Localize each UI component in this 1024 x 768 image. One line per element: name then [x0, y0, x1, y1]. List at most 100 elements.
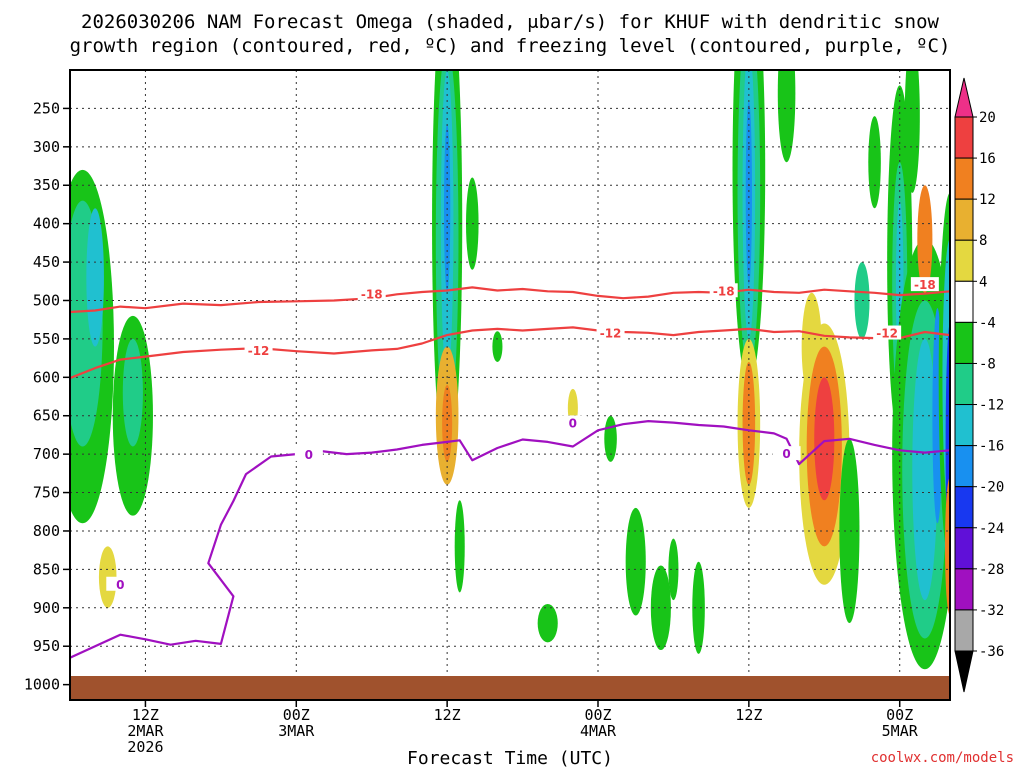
colorbar-label-8: -16 — [979, 439, 1004, 455]
y-tick-label-12: 850 — [33, 560, 60, 578]
contour-line-0 — [70, 286, 950, 314]
colorbar-band-3 — [954, 239, 974, 282]
contour-label-2-0: 0 — [305, 448, 313, 462]
omega-cell-2 — [86, 208, 104, 347]
colorbar-band-7 — [954, 404, 974, 447]
x-tick-label-0-1: 2MAR — [127, 722, 164, 740]
colorbar-label-13: -36 — [979, 644, 1004, 660]
omega-cell-22 — [742, 361, 756, 485]
colorbar-band-10 — [954, 527, 974, 570]
y-tick-label-10: 750 — [33, 484, 60, 502]
y-tick-label-13: 900 — [33, 599, 60, 617]
x-tick-label-0-2: 2026 — [127, 738, 163, 756]
omega-cell-30 — [868, 116, 881, 209]
omega-cell-44 — [944, 477, 950, 616]
omega-cell-36 — [912, 338, 938, 601]
contour-label-1-1: -12 — [600, 327, 622, 341]
colorbar-label-12: -32 — [979, 603, 1004, 619]
contour-label-bg-0-1 — [709, 283, 738, 298]
terrain-ground — [70, 676, 950, 700]
colorbar-label-0: 20 — [979, 110, 996, 126]
omega-cell-27 — [814, 377, 835, 501]
contour-label-bg-1-0 — [244, 343, 273, 358]
omega-cell-13 — [454, 500, 465, 593]
y-tick-label-14: 950 — [33, 637, 60, 655]
contour-label-0-0: -18 — [361, 287, 383, 301]
colorbar-label-6: -8 — [979, 356, 996, 372]
x-tick-label-5-0: 00Z — [886, 706, 913, 724]
x-tick-label-1-1: 3MAR — [278, 722, 315, 740]
x-tick-label-1-0: 00Z — [283, 706, 310, 724]
contour-label-bg-1-2 — [873, 325, 902, 340]
contour-label-bg-1-1 — [596, 325, 625, 340]
colorbar-label-3: 8 — [979, 233, 987, 249]
y-tick-label-9: 700 — [33, 445, 60, 463]
omega-cell-28 — [839, 438, 860, 624]
y-tick-label-5: 500 — [33, 291, 60, 309]
contour-label-0-1: -18 — [713, 284, 735, 298]
y-tick-label-2: 350 — [33, 176, 60, 194]
chart-title-line2: growth region (contoured, red, ºC) and f… — [70, 35, 951, 57]
chart-title-line1: 2026030206 NAM Forecast Omega (shaded, μ… — [81, 11, 939, 33]
contour-label-2-3: 0 — [116, 578, 124, 592]
contour-label-2-1: 0 — [569, 416, 577, 430]
y-tick-label-6: 550 — [33, 330, 60, 348]
omega-cell-51 — [650, 565, 671, 651]
x-tick-label-3-1: 4MAR — [580, 722, 617, 740]
omega-cell-43 — [917, 185, 933, 293]
colorbar-band-4 — [954, 280, 974, 323]
contour-label-bg-2-3 — [106, 576, 135, 591]
contour-line-1 — [70, 326, 950, 380]
omega-cell-52 — [604, 415, 617, 462]
x-axis-label: Forecast Time (UTC) — [407, 748, 613, 768]
omega-cell-14 — [492, 331, 503, 362]
contour-label-bg-0-0 — [357, 286, 386, 301]
colorbar-band-9 — [954, 486, 974, 529]
colorbar-band-1 — [954, 157, 974, 200]
contour-label-1-2: -12 — [876, 327, 898, 341]
contour-label-bg-2-0 — [294, 446, 323, 461]
colorbar-band-5 — [954, 321, 974, 364]
colorbar-band-6 — [954, 362, 974, 406]
colorbar-label-4: 4 — [979, 274, 987, 290]
y-tick-label-0: 250 — [33, 99, 60, 117]
colorbar-label-7: -12 — [979, 398, 1004, 414]
colorbar-legend: 20 16 12 8 4 -4 -8 -12 -16 -20 -24 -28 -32 -36 — [954, 77, 1004, 693]
contour-label-bg-0-2 — [910, 277, 939, 292]
plot-frame — [69, 69, 951, 701]
contour-line-2 — [70, 420, 950, 659]
x-tick-label-2-0: 12Z — [434, 706, 461, 724]
omega-cell-15 — [537, 603, 558, 643]
y-tick-label-4: 450 — [33, 253, 60, 271]
contour-label-bg-2-2 — [772, 446, 801, 461]
colorbar-bottom-arrow — [954, 650, 974, 693]
omega-cell-20 — [745, 100, 752, 286]
colorbar-band-8 — [954, 445, 974, 488]
colorbar-band-2 — [954, 198, 974, 241]
colorbar-label-9: -20 — [979, 480, 1004, 496]
y-tick-label-11: 800 — [33, 522, 60, 540]
omega-cell-45 — [904, 70, 920, 193]
colorbar-band-0 — [954, 116, 974, 159]
colorbar-label-2: 12 — [979, 192, 996, 208]
omega-shading-layer — [70, 70, 994, 670]
contour-label-1-0: -12 — [248, 344, 270, 358]
y-tick-label-7: 600 — [33, 368, 60, 386]
omega-cell-23 — [777, 70, 796, 163]
contour-label-bg-2-1 — [558, 415, 587, 430]
colorbar-label-5: -4 — [979, 315, 996, 331]
x-tick-label-3-0: 00Z — [584, 706, 611, 724]
y-tick-label-3: 400 — [33, 215, 60, 233]
y-axis: 250 300 350 400 450 500 550 600 650 700 750 800 850 9… — [24, 99, 70, 694]
omega-cell-42 — [981, 124, 994, 247]
colorbar-label-1: 16 — [979, 151, 996, 167]
colorbar-band-12 — [954, 609, 974, 652]
colorbar-top-arrow — [954, 77, 974, 118]
x-tick-label-0-0: 12Z — [132, 706, 159, 724]
x-tick-label-5-1: 5MAR — [882, 722, 919, 740]
contour-label-2-2: 0 — [782, 447, 790, 461]
omega-cell-50 — [625, 507, 646, 616]
credit-text: coolwx.com/models — [871, 750, 1014, 766]
